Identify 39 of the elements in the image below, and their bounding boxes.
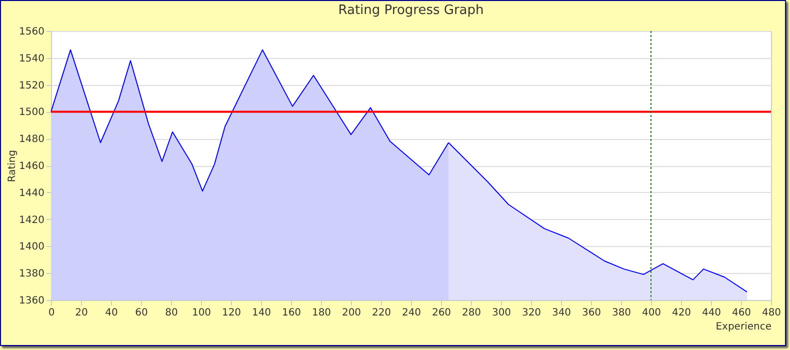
y-tick-label: 1480 (19, 134, 44, 146)
y-tick-label: 1560 (19, 26, 44, 38)
y-tick-label: 1400 (19, 242, 44, 253)
x-tick-label: 40 (105, 308, 118, 318)
x-tick-label: 20 (75, 308, 88, 318)
x-tick-label: 300 (492, 308, 512, 318)
x-tick-label: 60 (135, 308, 148, 318)
y-tick-label: 1440 (19, 188, 44, 199)
x-tick-label: 360 (582, 308, 602, 318)
x-axis-title: Experience (716, 322, 772, 332)
x-tick-label: 120 (222, 308, 242, 318)
x-tick-label: 180 (312, 308, 332, 318)
x-tick-label: 0 (48, 308, 55, 318)
x-tick-label: 420 (672, 308, 692, 318)
x-tick-label: 200 (342, 308, 362, 318)
x-tick-label: 460 (732, 308, 752, 318)
x-tick-label: 140 (252, 308, 272, 318)
y-tick-label: 1460 (19, 161, 44, 172)
x-tick-label: 400 (642, 308, 662, 318)
y-tick-label: 1360 (19, 296, 44, 306)
x-tick-label: 280 (462, 308, 482, 318)
x-tick-label: 260 (432, 308, 452, 318)
x-tick-label: 240 (402, 308, 422, 318)
x-tick-label: 100 (192, 308, 212, 318)
y-tick-label: 1380 (19, 268, 44, 280)
x-tick-label: 320 (522, 308, 542, 318)
y-tick-label: 1540 (19, 53, 44, 64)
y-tick-label: 1520 (19, 80, 44, 92)
x-tick-label: 440 (702, 308, 722, 318)
x-tick-label: 340 (552, 308, 572, 318)
x-tick-label: 80 (165, 308, 178, 318)
y-axis-title: Rating (7, 150, 18, 182)
x-tick-label: 380 (612, 308, 632, 318)
x-tick-label: 480 (762, 308, 782, 318)
chart-title: Rating Progress Graph (338, 3, 484, 18)
x-tick-label: 160 (282, 308, 302, 318)
y-tick-label: 1500 (19, 107, 44, 118)
x-tick-label: 220 (372, 308, 392, 318)
y-tick-label: 1420 (19, 214, 44, 226)
